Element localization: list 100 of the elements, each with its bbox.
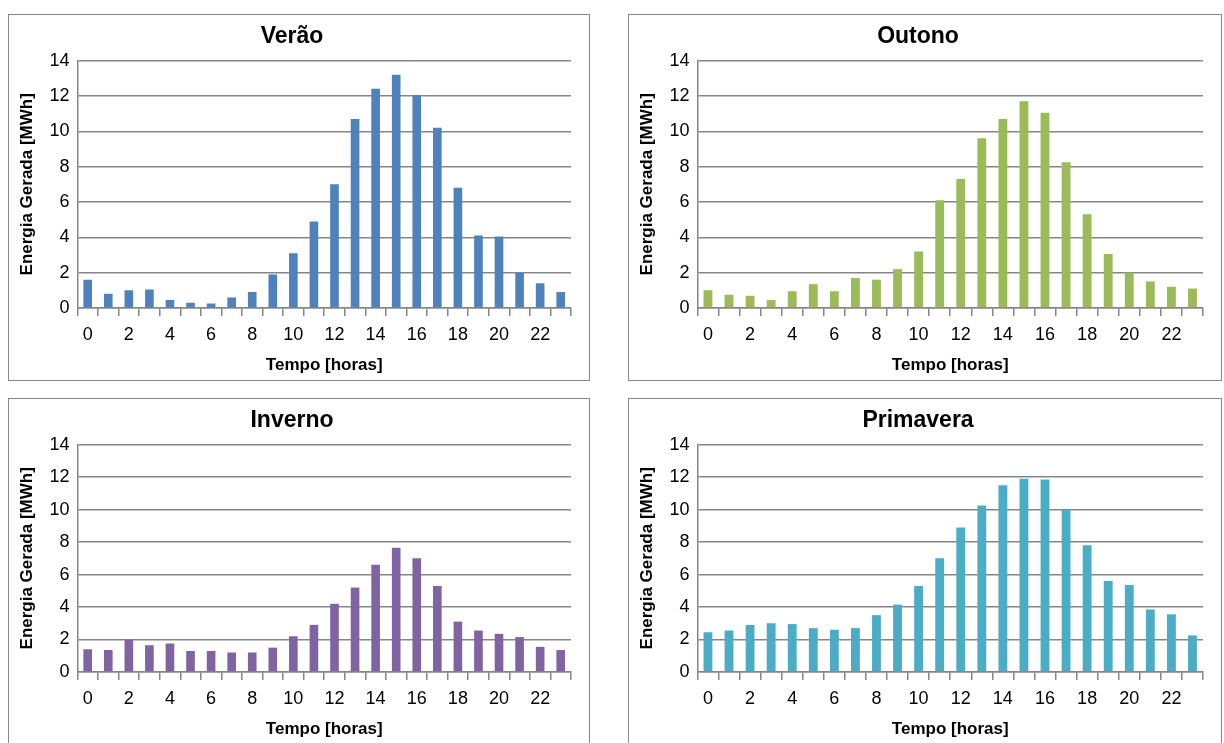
bar	[977, 138, 987, 308]
x-tick-label: 10	[283, 323, 304, 344]
y-tick-label: 10	[669, 498, 690, 519]
y-tick-label: 0	[679, 660, 690, 681]
x-tick-label: 4	[787, 323, 798, 344]
bar	[893, 269, 902, 308]
x-tick-label: 2	[123, 687, 134, 708]
bar	[494, 236, 504, 308]
bar	[247, 292, 257, 308]
y-axis-title: Energia Gerada [MWh]	[16, 467, 36, 650]
bar	[453, 621, 463, 672]
bar	[956, 179, 966, 308]
bar	[350, 587, 360, 672]
x-tick-label: 20	[489, 323, 510, 344]
bar	[391, 74, 401, 308]
x-tick-label: 14	[365, 687, 386, 708]
bar	[330, 603, 339, 672]
x-tick-label: 4	[787, 687, 798, 708]
bar	[474, 630, 483, 672]
y-tick-label: 14	[669, 433, 690, 454]
y-tick-label: 8	[679, 531, 690, 552]
y-tick-label: 0	[59, 296, 70, 317]
x-tick-label: 22	[1161, 323, 1182, 344]
bar	[1019, 101, 1029, 308]
bar	[433, 127, 442, 308]
chart-title: Inverno	[250, 406, 334, 433]
y-tick-label: 12	[49, 466, 70, 487]
x-tick-label: 16	[1034, 323, 1056, 344]
x-tick-label: 6	[206, 687, 217, 708]
bar	[391, 547, 401, 672]
bar	[1082, 214, 1092, 308]
bar	[1188, 635, 1197, 672]
x-tick-label: 14	[365, 323, 386, 344]
x-tick-label: 10	[908, 323, 929, 344]
bar	[103, 293, 113, 308]
bar	[998, 118, 1008, 308]
y-tick-label: 0	[59, 660, 70, 681]
bar	[914, 585, 924, 672]
bar	[893, 604, 902, 672]
bar	[745, 295, 755, 308]
x-tick-label: 8	[247, 323, 258, 344]
x-tick-label: 6	[206, 323, 217, 344]
bar	[186, 302, 195, 308]
bar	[289, 636, 298, 672]
x-tick-label: 8	[247, 687, 258, 708]
bar	[103, 650, 113, 672]
bar	[808, 284, 818, 308]
x-axis-title: Tempo [horas]	[891, 355, 1009, 375]
y-tick-label: 4	[59, 596, 70, 616]
y-tick-label: 0	[679, 296, 690, 317]
y-tick-label: 14	[49, 433, 70, 454]
bar	[808, 628, 818, 672]
bar	[1040, 112, 1050, 308]
bar	[1082, 545, 1092, 672]
bar	[766, 623, 776, 672]
bar	[787, 291, 797, 308]
x-tick-label: 12	[324, 687, 345, 708]
y-tick-label: 4	[59, 226, 70, 247]
y-tick-label: 8	[679, 155, 690, 176]
bar	[206, 650, 216, 672]
bar	[227, 652, 236, 672]
bar	[1061, 509, 1071, 672]
bar	[412, 95, 422, 308]
x-tick-label: 20	[489, 687, 510, 708]
bar	[556, 292, 566, 308]
x-tick-label: 18	[447, 687, 468, 708]
x-axis-title: Tempo [horas]	[265, 719, 383, 739]
x-tick-label: 0	[702, 687, 713, 708]
bar	[1166, 286, 1176, 308]
bar	[872, 615, 881, 672]
bar	[1166, 614, 1176, 672]
y-tick-label: 2	[59, 261, 70, 282]
bar	[289, 253, 298, 308]
y-tick-label: 6	[679, 563, 690, 584]
y-tick-label: 10	[49, 498, 70, 519]
y-tick-label: 8	[59, 531, 70, 552]
y-tick-label: 2	[59, 628, 70, 649]
x-tick-label: 6	[829, 323, 840, 344]
x-tick-label: 12	[950, 323, 971, 344]
x-tick-label: 14	[992, 323, 1013, 344]
bar	[145, 645, 154, 672]
bar	[124, 639, 134, 672]
x-tick-label: 8	[871, 323, 882, 344]
y-tick-label: 10	[49, 120, 70, 141]
bar	[703, 632, 713, 672]
bar	[165, 643, 175, 672]
bar	[703, 290, 713, 308]
bar	[515, 637, 524, 672]
bar	[535, 283, 545, 308]
bar	[1103, 254, 1113, 308]
bar	[227, 297, 236, 308]
bar	[309, 221, 319, 308]
bar	[1145, 609, 1155, 672]
y-tick-label: 2	[679, 628, 690, 649]
bar	[1124, 585, 1134, 672]
y-tick-label: 8	[59, 155, 70, 176]
bar	[186, 650, 195, 672]
bar	[998, 485, 1008, 672]
x-tick-label: 8	[871, 687, 882, 708]
x-tick-label: 22	[530, 687, 551, 708]
